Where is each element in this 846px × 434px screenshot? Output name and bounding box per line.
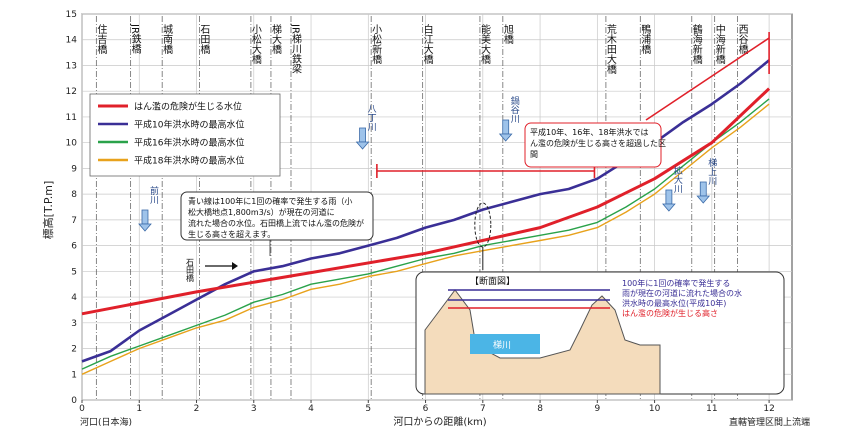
x-tick-label: 0 bbox=[79, 404, 85, 414]
tributary-label: 鍋谷川 bbox=[509, 95, 520, 123]
bridge-label: 住吉橋 bbox=[95, 23, 107, 55]
x-tick-label: 5 bbox=[365, 404, 371, 414]
tributary-arrow bbox=[141, 209, 149, 225]
y-tick-label: 10 bbox=[66, 139, 78, 149]
y-tick-label: 7 bbox=[71, 216, 77, 226]
series-line-1 bbox=[81, 87, 771, 316]
bridge-label: 能美大橋 bbox=[478, 23, 490, 65]
tributary-arrow-head bbox=[138, 223, 152, 232]
tributary-arrow-head bbox=[498, 133, 513, 142]
note-red-line: ん濫の危険が生じる高さを超過した区 bbox=[530, 138, 666, 148]
bridge-label: 鴨浦橋 bbox=[639, 23, 651, 55]
tributary-arrow-head bbox=[355, 141, 370, 150]
x-right-label: 直轄管理区間上流端 bbox=[729, 416, 810, 428]
y-tick-label: 2 bbox=[71, 345, 77, 355]
note-blue-line: 松大橋地点1,800m3/s）が現在の河道に bbox=[188, 207, 335, 217]
note-blue-line: 生じる高さを超えます。 bbox=[188, 229, 275, 239]
inset-legend-label: はん濫の危険が生じる高さ bbox=[622, 308, 718, 318]
bridge-markers: 住吉橋 JR鉄橋 城南橋 石田橋 小松大橋 梯大橋 JR梯川鉄梁 小松新橋 白江大橋 能美大橋 旭橋… bbox=[95, 16, 748, 400]
y-tick-label: 13 bbox=[66, 61, 77, 71]
tributary-arrow-head bbox=[696, 195, 711, 204]
y-tick-label: 15 bbox=[66, 10, 77, 20]
x-tick-label: 7 bbox=[480, 404, 486, 414]
ishida-label: 石田橋 bbox=[186, 258, 195, 283]
y-tick-label: 11 bbox=[66, 113, 77, 123]
x-tick-label: 2 bbox=[194, 404, 200, 414]
note-red-line: 間 bbox=[530, 150, 538, 159]
bridge-label: 荒木田大橋 bbox=[604, 24, 616, 75]
y-tick-label: 14 bbox=[66, 36, 78, 46]
x-tick-label: 11 bbox=[706, 404, 717, 414]
tributary-arrow-head bbox=[662, 203, 676, 212]
y-tick-label: 6 bbox=[71, 242, 77, 252]
bridge-label: 中海新橋 bbox=[713, 23, 725, 65]
x-axis-label: 河口からの距離(km) bbox=[393, 415, 486, 428]
x-tick-label: 8 bbox=[537, 404, 543, 414]
y-tick-label: 9 bbox=[71, 164, 77, 174]
x-tick-label: 6 bbox=[423, 404, 429, 414]
y-tick-label: 1 bbox=[71, 370, 77, 380]
legend-box bbox=[89, 93, 281, 177]
note-red-line: 平成10年、16年、18年洪水では bbox=[530, 127, 649, 137]
cross-section-inset: 【断面図】梯川 100年に1回の確率で発生する雨が現在の河道に流れた場合の水洪水時… bbox=[415, 271, 785, 395]
bridge-label: 石田橋 bbox=[198, 24, 210, 55]
inset-title: 【断面図】 bbox=[470, 275, 515, 287]
inset-water bbox=[470, 334, 540, 354]
bridge-label: 城南橋 bbox=[161, 24, 173, 55]
x-left-label: 河口(日本海) bbox=[80, 416, 132, 428]
legend: はん濫の危険が生じる水位平成10年洪水時の最高水位平成16年洪水時の最高水位平成… bbox=[89, 93, 281, 177]
series-line-3 bbox=[81, 98, 770, 370]
note-blue-line: 青い線は100年に1回の確率で発生する雨（小 bbox=[188, 196, 352, 206]
legend-label: 平成16年洪水時の最高水位 bbox=[134, 137, 244, 149]
legend-label: 平成10年洪水時の最高水位 bbox=[134, 119, 244, 131]
section-marker bbox=[474, 202, 492, 248]
y-tick-label: 0 bbox=[71, 396, 77, 406]
bridge-label: 小松大橋 bbox=[249, 24, 261, 65]
tributary-label: 前川 bbox=[148, 185, 159, 204]
bridge-label: 旭橋 bbox=[501, 24, 513, 45]
bridge-label: 西谷橋 bbox=[736, 24, 748, 55]
y-tick-label: 5 bbox=[71, 267, 77, 277]
x-tick-label: 3 bbox=[251, 404, 257, 414]
inset-river-label: 梯川 bbox=[493, 339, 511, 351]
bridge-label: 鶴海新橋 bbox=[690, 23, 702, 65]
y-axis-label: 標高[T.P.m] bbox=[41, 181, 55, 240]
y-tick-label: 4 bbox=[71, 293, 77, 303]
tributary-label: 拡大川 bbox=[672, 165, 683, 193]
ishida-arrow-head bbox=[232, 262, 238, 270]
x-tick-label: 12 bbox=[763, 404, 774, 414]
tributary-label: 梯上川 bbox=[706, 157, 717, 185]
x-tick-label: 1 bbox=[136, 404, 142, 414]
bridge-label: 梯大橋 bbox=[269, 23, 281, 55]
legend-label: 平成18年洪水時の最高水位 bbox=[134, 155, 244, 167]
y-tick-label: 3 bbox=[71, 319, 77, 329]
note-blue: 青い線は100年に1回の確率で発生する雨（小松大橋地点1,800m3/s）が現在… bbox=[180, 191, 374, 256]
y-tick-label: 12 bbox=[66, 87, 77, 97]
inset-legend-label: 100年に1回の確率で発生する bbox=[622, 278, 730, 288]
bridge-label: 白江大橋 bbox=[421, 23, 433, 65]
bridge-label: JR梯川鉄梁 bbox=[289, 23, 301, 75]
series-line-4 bbox=[81, 103, 770, 375]
bridge-label: 小松新橋 bbox=[370, 24, 382, 65]
exceed-range-line-upper bbox=[645, 37, 770, 121]
bridge-label: JR鉄橋 bbox=[129, 23, 141, 55]
y-tick-label: 8 bbox=[71, 190, 77, 200]
tributary-label: 八丁川 bbox=[366, 104, 377, 131]
inset-legend-label: 洪水時の最高水位(平成10年) bbox=[622, 298, 726, 308]
inset-terrain bbox=[424, 289, 661, 395]
legend-label: はん濫の危険が生じる水位 bbox=[134, 101, 242, 113]
note-blue-line: 流れた場合の水位。石田橋上流ではん濫の危険が bbox=[188, 218, 364, 228]
x-tick-label: 10 bbox=[649, 404, 661, 414]
x-tick-label: 9 bbox=[594, 404, 600, 414]
x-tick-label: 4 bbox=[308, 404, 314, 414]
inset-legend-label: 雨が現在の河道に流れた場合の水 bbox=[622, 288, 742, 298]
